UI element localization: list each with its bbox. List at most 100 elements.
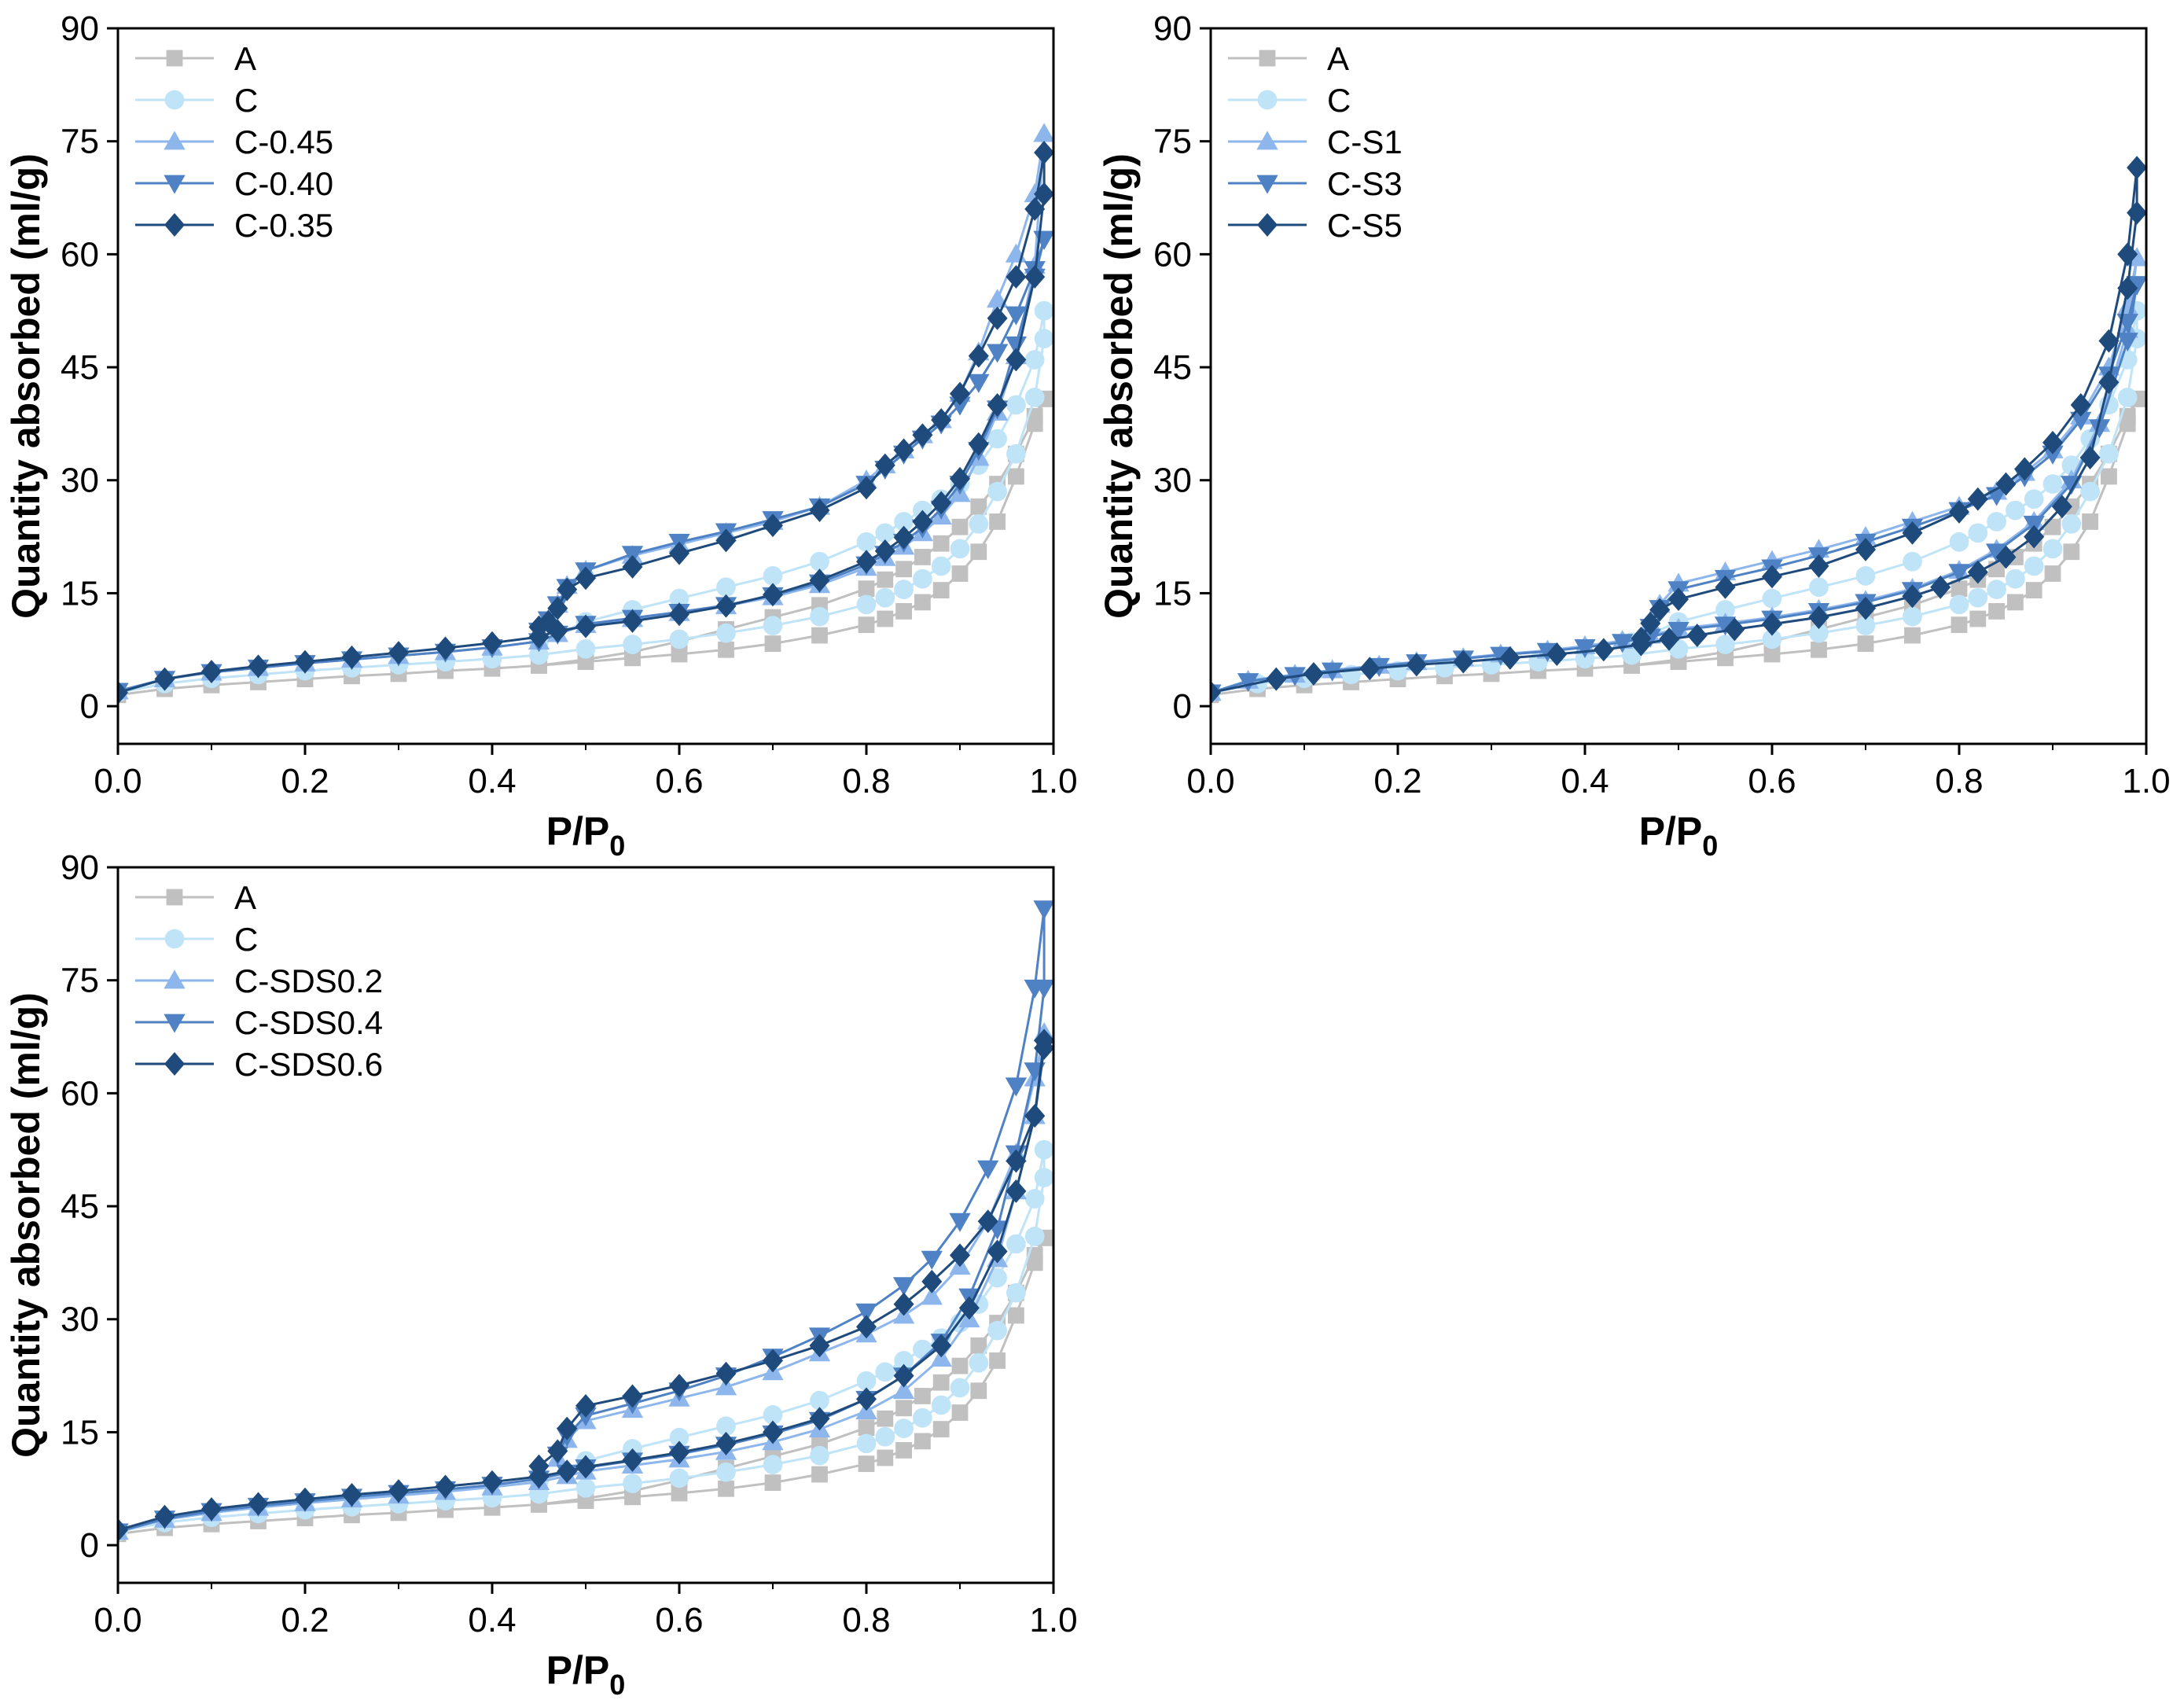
data-point [435, 636, 456, 660]
data-point [435, 1474, 456, 1499]
y-tick-label: 90 [1153, 9, 1192, 48]
data-point [718, 641, 734, 658]
data-point [810, 551, 829, 572]
data-point [763, 583, 783, 607]
data-point [1951, 580, 1968, 598]
data-point [1811, 641, 1827, 658]
y-tick-label: 15 [1153, 574, 1192, 613]
legend: AC C-0.45 C-0.40 C-0.35 [135, 40, 333, 244]
x-tick-label: 0.2 [1373, 762, 1421, 800]
legend-label: C-S5 [1327, 207, 1403, 244]
data-point [201, 1497, 222, 1522]
data-point [764, 1474, 781, 1491]
data-point [1005, 306, 1028, 326]
data-point [895, 603, 912, 620]
legend-marker [164, 970, 186, 989]
data-point [811, 627, 828, 644]
y-tick-label: 45 [61, 1187, 99, 1226]
data-point [1006, 265, 1027, 289]
data-point [989, 1352, 1006, 1369]
data-point [1006, 348, 1027, 372]
data-point [2044, 565, 2061, 582]
legend-label: C-SDS0.4 [234, 1004, 383, 1041]
data-point [1857, 635, 1874, 652]
data-point [1668, 587, 1689, 612]
data-point [810, 1445, 829, 1466]
data-point [2127, 156, 2146, 180]
data-point [932, 1374, 950, 1391]
legend-item: C [1228, 82, 1351, 119]
data-point [2070, 392, 2091, 417]
data-point [1855, 596, 1876, 620]
data-point [763, 1405, 783, 1425]
data-point [1967, 560, 1988, 584]
data-point [557, 1459, 578, 1484]
data-point [1006, 1149, 1027, 1173]
data-point [950, 381, 970, 406]
data-point [895, 1400, 912, 1417]
data-point [2063, 543, 2080, 561]
data-point [921, 1250, 943, 1270]
data-point [1985, 543, 2008, 563]
legend-item: C-SDS0.4 [135, 1004, 383, 1041]
data-point [970, 498, 987, 515]
x-axis-title-sub: 0 [609, 830, 625, 862]
data-point [1967, 487, 1988, 511]
data-point [1024, 979, 1046, 999]
data-point [1024, 1189, 1045, 1209]
data-point [763, 1349, 783, 1373]
data-point [557, 1416, 578, 1441]
data-point [931, 1334, 952, 1358]
data-point [875, 523, 895, 543]
data-point [858, 580, 875, 598]
legend-label: C-S1 [1327, 123, 1403, 160]
legend-label: C-SDS0.2 [234, 962, 383, 999]
data-point [1034, 182, 1053, 206]
data-point [118, 1518, 128, 1542]
data-point [669, 1427, 689, 1448]
data-point [622, 1384, 643, 1408]
data-point [810, 1390, 829, 1411]
data-point [716, 577, 736, 598]
legend-marker [164, 1014, 186, 1033]
legend-marker [164, 131, 186, 150]
y-tick-label: 90 [61, 848, 99, 887]
data-point [914, 1433, 931, 1450]
data-point [2070, 411, 2092, 431]
data-point [809, 1407, 830, 1431]
y-axis-title: Quantity absorbed (ml/g) [4, 992, 48, 1458]
legend-label: A [234, 40, 256, 77]
y-tick-label: 90 [61, 9, 99, 48]
data-point [811, 1466, 828, 1483]
y-tick-label: 75 [61, 962, 99, 1000]
data-point [895, 1442, 912, 1459]
x-tick-label: 0.8 [842, 1601, 890, 1639]
data-point [118, 680, 128, 705]
data-point [2101, 468, 2117, 485]
data-point [856, 550, 877, 574]
data-point [987, 481, 1007, 502]
data-point [1762, 629, 1782, 649]
data-point [763, 566, 783, 586]
data-point [622, 609, 643, 633]
data-point [1008, 468, 1024, 485]
data-point [968, 373, 990, 393]
data-point [1667, 621, 1689, 642]
data-point [858, 1419, 875, 1437]
data-point [894, 1351, 914, 1371]
y-axis-title: Quantity absorbed (ml/g) [4, 153, 48, 619]
data-point [2088, 419, 2111, 439]
data-point [669, 1468, 689, 1488]
data-point [809, 569, 830, 593]
data-point [877, 610, 894, 627]
legend-marker [164, 1052, 185, 1076]
data-point [1006, 1282, 1026, 1303]
legend-marker [1256, 175, 1278, 194]
data-point [1715, 575, 1736, 599]
data-point [2006, 569, 2025, 589]
data-point [2006, 500, 2025, 521]
data-point [1024, 388, 1045, 407]
data-point [763, 616, 783, 635]
data-point [894, 580, 914, 599]
data-point [1237, 673, 1259, 693]
